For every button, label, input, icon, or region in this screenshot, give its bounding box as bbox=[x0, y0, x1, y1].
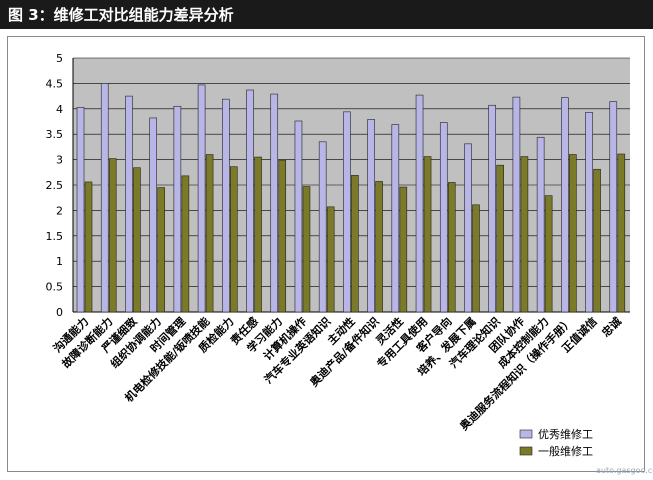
watermark: auto.gasgoo.com bbox=[596, 466, 653, 475]
bar-excellent bbox=[561, 97, 569, 313]
page-title: 图 3：维修工对比组能力差异分析 bbox=[8, 6, 234, 24]
bar-general bbox=[447, 182, 456, 313]
bar-general bbox=[230, 166, 238, 313]
bar-excellent bbox=[464, 143, 472, 313]
legend-label: 一般维修工 bbox=[538, 444, 593, 458]
bar-excellent bbox=[149, 117, 157, 313]
bar-excellent bbox=[76, 106, 85, 313]
bar-excellent bbox=[318, 141, 327, 313]
y-tick-label: 1.5 bbox=[46, 230, 64, 243]
y-tick-label: 4 bbox=[56, 103, 63, 116]
legend-label: 优秀维修工 bbox=[538, 427, 593, 441]
bar-excellent bbox=[367, 119, 375, 313]
bar-general bbox=[254, 156, 262, 313]
bar-general bbox=[520, 156, 529, 313]
bar-excellent bbox=[585, 112, 593, 313]
bar-excellent bbox=[125, 95, 133, 313]
bar-general bbox=[496, 164, 504, 313]
bar-excellent bbox=[488, 104, 496, 313]
bar-excellent bbox=[270, 93, 279, 313]
y-tick-label: 0.5 bbox=[46, 281, 64, 294]
bar-general bbox=[351, 175, 359, 313]
bar-excellent bbox=[512, 96, 521, 313]
bar-general bbox=[205, 154, 214, 313]
bar-excellent bbox=[173, 105, 182, 313]
bar-general bbox=[617, 153, 626, 313]
bar-general bbox=[569, 154, 577, 313]
bar-general bbox=[133, 167, 141, 313]
bar-excellent bbox=[246, 89, 254, 313]
y-tick-label: 0 bbox=[56, 306, 63, 319]
bar-excellent bbox=[294, 120, 303, 313]
bar-general bbox=[326, 206, 335, 313]
bar-excellent bbox=[536, 136, 545, 313]
y-tick-label: 5 bbox=[56, 52, 63, 65]
y-tick-label: 4.5 bbox=[46, 77, 64, 90]
bar-general bbox=[108, 158, 117, 313]
bar-excellent bbox=[222, 98, 230, 313]
bar-excellent bbox=[609, 101, 618, 313]
y-tick-label: 2.5 bbox=[46, 179, 64, 192]
bar-excellent bbox=[100, 83, 109, 313]
bar-general bbox=[375, 181, 383, 313]
bar-general bbox=[278, 159, 287, 313]
y-tick-label: 1 bbox=[56, 255, 63, 268]
title-bar: 图 3：维修工对比组能力差异分析 bbox=[0, 0, 653, 29]
bar-excellent bbox=[391, 124, 400, 313]
bar-general bbox=[84, 181, 93, 313]
bar-general bbox=[593, 168, 601, 313]
bar-excellent bbox=[439, 122, 448, 313]
legend-swatch bbox=[519, 429, 533, 439]
bar-general bbox=[423, 156, 432, 313]
bar-general bbox=[399, 186, 408, 313]
bar-general bbox=[157, 187, 165, 313]
bar-general bbox=[181, 175, 190, 313]
x-category-label: 忠诚 bbox=[599, 314, 624, 339]
bar-general bbox=[302, 186, 311, 313]
bar-general bbox=[472, 204, 480, 313]
bar-excellent bbox=[343, 111, 351, 313]
y-tick-label: 3 bbox=[56, 154, 63, 167]
bar-excellent bbox=[197, 84, 206, 313]
legend-swatch bbox=[519, 446, 533, 456]
y-tick-label: 2 bbox=[56, 204, 63, 217]
bar-excellent bbox=[415, 94, 424, 313]
bar-general bbox=[544, 195, 553, 313]
y-tick-label: 3.5 bbox=[46, 128, 64, 141]
